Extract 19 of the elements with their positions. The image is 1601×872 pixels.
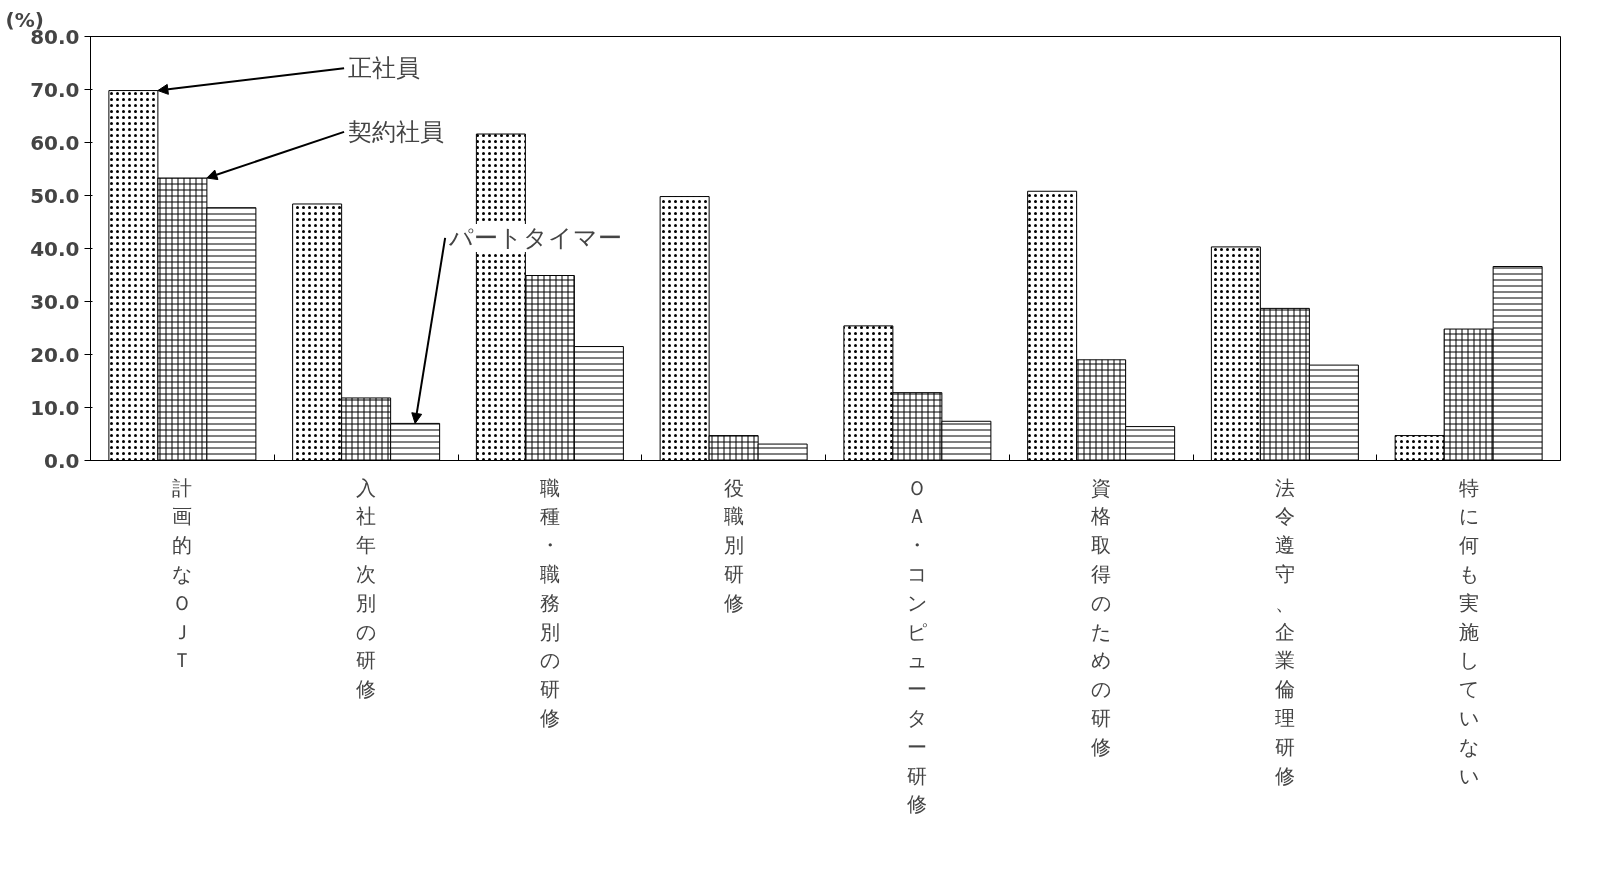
category-label: 職種・職務別の研修 (539, 475, 560, 730)
text: パートタイマー (447, 223, 622, 252)
y-tick-label: 50.0 (30, 183, 80, 208)
category-label: ＯＡ・コンピューター研修 (907, 475, 928, 817)
x-tick-label: 役職別研修 (723, 475, 744, 615)
y-tick-label: 20.0 (30, 342, 80, 367)
y-tick-label: 40.0 (30, 236, 80, 261)
category-label: 特に何も実施していない (1458, 475, 1479, 788)
y-tick-label: 60.0 (30, 130, 80, 155)
x-tick-label: 計画的なＯＪＴ (172, 475, 193, 673)
y-tick-label: 0.0 (44, 448, 80, 473)
x-tick-label: 入社年次別の研修 (356, 475, 377, 702)
text: 契約社員 (347, 117, 444, 146)
text: 正社員 (347, 54, 420, 83)
y-tick-label: 10.0 (30, 395, 80, 420)
y-tick-label: 30.0 (30, 289, 80, 314)
category-label: 法令遵守、企業倫理研修 (1274, 475, 1295, 788)
y-tick-label: 70.0 (30, 77, 80, 102)
category-label: 資格取得のための研修 (1091, 475, 1112, 759)
